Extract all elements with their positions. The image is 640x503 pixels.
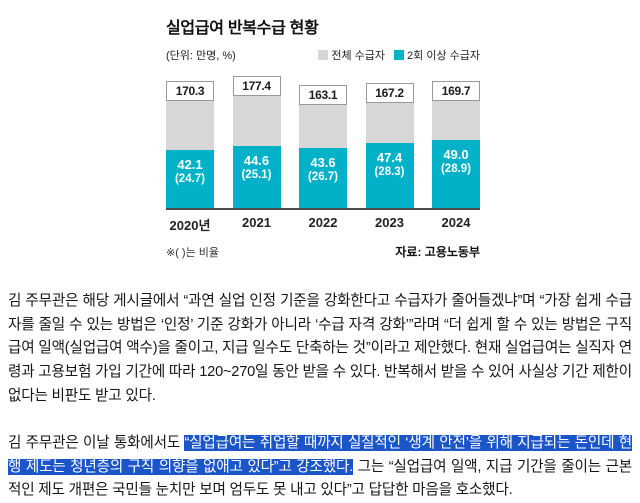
bar-column: 170.3 42.1 (24.7) (166, 81, 214, 208)
total-recipients-swatch-icon (318, 50, 329, 60)
total-value-label: 169.7 (432, 81, 480, 101)
repeat-value-label: 42.1 (177, 157, 203, 172)
x-axis-label: 2022 (308, 215, 338, 230)
article-paragraph-2: 김 주무관은 이날 통화에서도 “실업급여는 취업할 때까지 실질적인 ‘생계 … (8, 432, 632, 503)
chart-footnote: ※( )는 비율 (166, 247, 220, 259)
repeat-ratio-label: (24.7) (174, 173, 206, 185)
repeat-ratio-label: (26.7) (307, 171, 339, 183)
news-article-page: { "chart_data": { "type": "bar", "title"… (0, 14, 640, 499)
legend: 전체 수급자 2회 이상 수급자 (318, 47, 480, 63)
legend-item-repeat: 2회 이상 수급자 (394, 47, 480, 63)
repeat-recipients-swatch-icon (394, 50, 405, 60)
x-axis-label: 2024 (441, 215, 471, 230)
repeat-value-label: 47.4 (376, 150, 403, 165)
repeat-value-label: 49.0 (443, 147, 469, 162)
article-paragraph-1: 김 주무관은 해당 게시글에서 “과연 실업 인정 기준을 강화한다고 수급자가… (8, 293, 632, 404)
bar-repeat-segment: 42.1 (24.7) (166, 150, 214, 208)
legend-item-total: 전체 수급자 (318, 47, 385, 63)
repeat-value-label: 43.6 (310, 155, 336, 170)
x-axis-labels: 2020년 2021 2022 2023 2024 (166, 215, 480, 234)
total-value-label: 170.3 (166, 81, 214, 101)
unemployment-benefit-chart: 실업급여 반복수급 현황 (단위: 만명, %) 전체 수급자 2회 이상 수급… (166, 14, 480, 260)
bar-total-segment (232, 96, 281, 146)
legend-label-total: 전체 수급자 (331, 50, 386, 62)
repeat-ratio-label: (25.1) (241, 169, 272, 181)
chart-source: 자료: 고용노동부 (395, 245, 480, 259)
x-axis-label: 2021 (242, 215, 271, 230)
repeat-ratio-label: (28.9) (440, 163, 472, 175)
unit-label: (단위: 만명, %) (166, 50, 236, 62)
bar-total-segment (365, 103, 414, 143)
legend-label-repeat: 2회 이상 수급자 (407, 50, 480, 62)
repeat-value-label: 44.6 (243, 153, 270, 168)
chart-legend-row: (단위: 만명, %) 전체 수급자 2회 이상 수급자 (166, 47, 480, 63)
bar-column: 163.1 43.6 (26.7) (299, 85, 347, 208)
x-axis-label: 2023 (375, 215, 404, 230)
x-axis-label: 2020년 (169, 218, 211, 233)
chart-title: 실업급여 반복수급 현황 (166, 20, 319, 37)
bar-column: 167.2 47.4 (28.3) (365, 83, 414, 208)
bar-repeat-segment: 43.6 (26.7) (299, 148, 347, 208)
bar-chart-plot: 170.3 42.1 (24.7) 177.4 44.6 (25.1) 163.1 43.6(… (166, 76, 480, 210)
bar-repeat-segment: 47.4 (28.3) (365, 143, 414, 208)
total-value-label: 163.1 (299, 85, 347, 105)
bar-repeat-segment: 49.0 (28.9) (432, 140, 480, 208)
chart-footer: ※( )는 비율 자료: 고용노동부 (166, 243, 480, 260)
repeat-ratio-label: (28.3) (374, 166, 405, 178)
bar-column: 177.4 44.6 (25.1) (232, 76, 281, 208)
bar-column: 169.7 49.0 (28.9) (432, 81, 480, 208)
total-value-label: 167.2 (365, 83, 414, 103)
bar-total-segment (166, 101, 214, 150)
bar-total-segment (299, 105, 347, 148)
bar-repeat-segment: 44.6 (25.1) (232, 146, 281, 208)
total-value-label: 177.4 (232, 76, 281, 96)
bar-total-segment (432, 101, 480, 140)
paragraph2-lead: 김 주무관은 이날 통화에서도 (8, 435, 185, 452)
article-body: 김 주무관은 해당 게시글에서 “과연 실업 인정 기준을 강화한다고 수급자가… (8, 290, 632, 503)
